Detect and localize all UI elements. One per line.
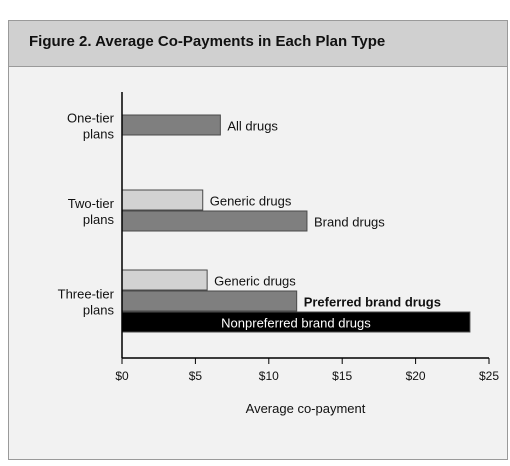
bar-label: Preferred brand drugs xyxy=(304,295,441,310)
bar-preferred-brand-drugs xyxy=(121,290,298,312)
category-label: Two-tier xyxy=(68,196,115,211)
category-label: plans xyxy=(83,127,115,142)
figure-title: Figure 2. Average Co-Payments in Each Pl… xyxy=(29,33,386,50)
x-tick-label: $15 xyxy=(332,369,352,383)
figure-frame: Figure 2. Average Co-Payments in Each Pl… xyxy=(8,20,508,460)
bar-label: Nonpreferred brand drugs xyxy=(221,316,371,331)
bar-generic-drugs xyxy=(121,189,204,211)
x-tick-label: $25 xyxy=(479,369,499,383)
x-tick-label: $5 xyxy=(189,369,203,383)
bar-brand-drugs xyxy=(121,210,308,232)
category-label: Three-tier xyxy=(58,287,115,302)
category-label: One-tier xyxy=(67,111,115,126)
x-axis-title: Average co-payment xyxy=(246,401,366,416)
x-tick-label: $0 xyxy=(115,369,129,383)
x-tick-label: $10 xyxy=(259,369,279,383)
x-tick-label: $20 xyxy=(406,369,426,383)
category-label: plans xyxy=(83,303,115,318)
bar-label: Generic drugs xyxy=(214,274,296,289)
bar-all-drugs xyxy=(121,114,221,136)
bar-label: Generic drugs xyxy=(210,194,292,209)
bar-label: Brand drugs xyxy=(314,215,385,230)
bar-generic-drugs xyxy=(121,269,208,291)
bar-label: All drugs xyxy=(227,119,278,134)
title-bar: Figure 2. Average Co-Payments in Each Pl… xyxy=(9,21,507,67)
category-label: plans xyxy=(83,212,115,227)
